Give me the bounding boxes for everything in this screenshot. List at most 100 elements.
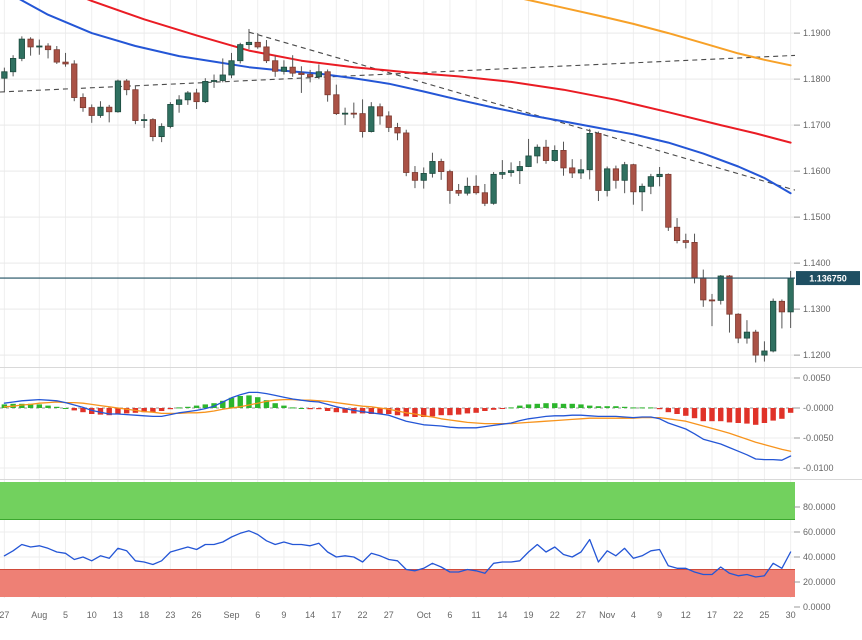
- axis-label: 1.1600: [803, 166, 831, 176]
- macd-bar: [604, 406, 610, 408]
- axis-label: 1.1800: [803, 74, 831, 84]
- candle-body: [464, 185, 471, 194]
- macd-bar: [770, 408, 776, 421]
- axis-label: -0.0050: [803, 433, 834, 443]
- candle-body: [481, 192, 488, 204]
- candle-body: [717, 275, 724, 301]
- candlestick-series: [1, 28, 794, 363]
- macd-bar: [368, 408, 374, 414]
- macd-bar: [447, 408, 453, 416]
- candle-body: [560, 150, 567, 169]
- axis-label: 14: [305, 610, 315, 620]
- candle-body: [44, 45, 52, 51]
- macd-bar: [586, 405, 593, 408]
- macd-bar: [45, 405, 51, 408]
- candle-body: [525, 155, 532, 167]
- candle-body: [778, 300, 786, 313]
- x-axis: 27 Aug 5 10 13 18 23 26 Sep 6 9 14 17 22 27 Oct 6 11 14 19 2…: [0, 610, 796, 620]
- macd-bar: [709, 408, 715, 422]
- macd-bar: [735, 408, 741, 423]
- macd-bar: [787, 408, 794, 413]
- candle-body: [158, 126, 165, 138]
- candle-body: [726, 275, 733, 315]
- candle-body: [639, 185, 646, 193]
- axis-label: 4: [631, 610, 636, 620]
- axis-label: -0.0100: [803, 463, 834, 473]
- candle-body: [298, 72, 305, 75]
- axis-label: 27: [0, 610, 9, 620]
- candle-body: [79, 97, 87, 109]
- axis-label: 22: [550, 610, 560, 620]
- axis-label: 10: [87, 610, 97, 620]
- macd-bar: [307, 408, 313, 410]
- axis-label: 1.1900: [803, 28, 831, 38]
- macd-bar: [473, 408, 479, 413]
- axis-label: 60.0000: [803, 527, 836, 537]
- candle-body: [53, 49, 60, 63]
- candle-body: [455, 190, 462, 194]
- macd-bar: [429, 408, 436, 417]
- axis-label: 25: [759, 610, 769, 620]
- axis-label: 22: [733, 610, 743, 620]
- candle-body: [175, 99, 183, 105]
- macd-bar: [298, 408, 305, 409]
- candle-body: [438, 161, 445, 172]
- candle-body: [473, 185, 480, 194]
- candle-body: [359, 113, 366, 132]
- axis-label: 5: [63, 610, 68, 620]
- macd-bar: [718, 408, 724, 422]
- candle-body: [595, 132, 602, 191]
- macd-bar: [62, 408, 69, 409]
- macd-bar: [167, 408, 174, 410]
- axis-label: 1.1400: [803, 258, 831, 268]
- candle-body: [106, 106, 113, 113]
- macd-bar: [228, 397, 235, 408]
- macd-bar: [106, 408, 112, 416]
- macd-bar: [36, 404, 43, 408]
- axis-label: 27: [576, 610, 586, 620]
- axis-label: 40.0000: [803, 552, 836, 562]
- macd-bar: [141, 408, 147, 413]
- candle-body: [307, 74, 314, 78]
- axis-label: 14: [497, 610, 507, 620]
- macd-bar: [560, 403, 567, 408]
- candle-body: [193, 92, 200, 103]
- axis-label: 9: [657, 610, 662, 620]
- axis-label: -0.0000: [803, 403, 834, 413]
- candle-body: [735, 313, 742, 339]
- candle-body: [184, 92, 191, 101]
- candle-body: [149, 119, 156, 138]
- axis-label: 27: [384, 610, 394, 620]
- macd-bar: [185, 406, 191, 408]
- macd-bar: [665, 408, 672, 413]
- macd-bar: [71, 408, 77, 411]
- macd-bar: [648, 407, 654, 409]
- axis-label: 1.1700: [803, 120, 831, 130]
- macd-bar: [630, 407, 637, 409]
- axis-label: 23: [165, 610, 175, 620]
- candle-body: [665, 173, 672, 228]
- candle-body: [1, 71, 8, 79]
- axis-label: 9: [281, 610, 286, 620]
- rsi-overbought-band: [0, 482, 795, 520]
- candle-body: [656, 173, 663, 178]
- macd-histogram: [1, 395, 794, 425]
- candle-body: [708, 299, 716, 302]
- macd-bar: [27, 403, 34, 408]
- macd-bar: [752, 408, 759, 425]
- macd-bar: [80, 408, 86, 413]
- candle-body: [700, 277, 707, 301]
- macd-bar: [359, 408, 366, 414]
- axis-label: 22: [358, 610, 368, 620]
- current-price-badge: 1.136750: [796, 271, 860, 286]
- candle-body: [446, 171, 454, 191]
- candle-body: [341, 112, 349, 115]
- ma-fast-blue: [19, 0, 792, 195]
- candle-body: [385, 115, 392, 128]
- macd-bar: [324, 408, 331, 411]
- macd-bar: [263, 400, 270, 408]
- candle-body: [403, 132, 410, 173]
- macd-bar: [97, 408, 104, 415]
